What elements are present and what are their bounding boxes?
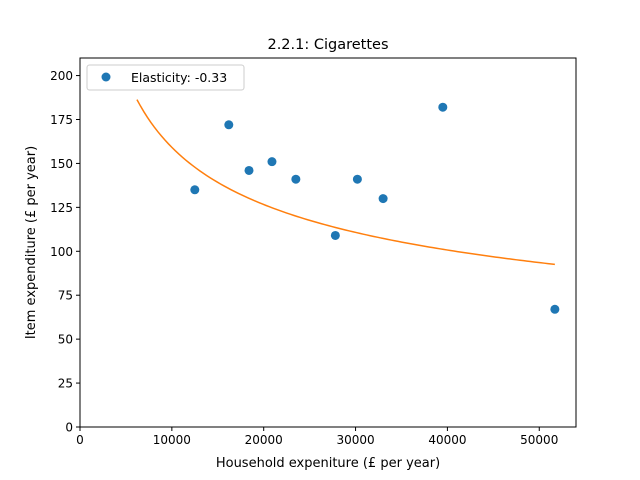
x-axis-label: Household expeniture (£ per year) [216, 456, 440, 471]
x-axis: 0 10000 20000 30000 40000 50000 [76, 427, 558, 447]
y-tick-label: 125 [50, 201, 73, 215]
fit-line [136, 99, 555, 266]
y-tick-label: 50 [58, 333, 73, 347]
data-point [224, 120, 234, 130]
y-tick-label: 25 [58, 377, 73, 391]
x-tick-label: 10000 [153, 433, 191, 447]
legend-marker [101, 72, 111, 82]
data-point [190, 185, 200, 195]
y-tick-label: 175 [50, 113, 73, 127]
legend: Elasticity: -0.33 [86, 64, 245, 91]
data-point [330, 230, 340, 240]
data-point [352, 174, 362, 184]
y-axis: 0 25 50 75 100 125 150 175 200 [50, 69, 80, 435]
x-tick-label: 50000 [520, 433, 558, 447]
x-tick-label: 20000 [245, 433, 283, 447]
data-point [267, 157, 277, 167]
x-tick-label: 40000 [428, 433, 466, 447]
chart-title: 2.2.1: Cigarettes [267, 37, 388, 53]
data-point [550, 304, 560, 314]
y-tick-label: 75 [58, 289, 73, 303]
x-tick-label: 30000 [336, 433, 374, 447]
y-axis-label: Item expenditure (£ per year) [24, 146, 39, 339]
y-tick-label: 100 [50, 245, 73, 259]
legend-label: Elasticity: -0.33 [131, 70, 227, 85]
y-tick-label: 200 [50, 69, 73, 83]
y-tick-label: 150 [50, 157, 73, 171]
data-point [244, 165, 254, 175]
y-tick-label: 0 [65, 421, 73, 435]
x-tick-label: 0 [76, 433, 84, 447]
legend-box [86, 64, 245, 91]
data-point [438, 102, 448, 112]
data-point [378, 194, 388, 204]
plot-frame [79, 57, 577, 428]
data-point [291, 174, 301, 184]
plot-area [79, 57, 577, 428]
